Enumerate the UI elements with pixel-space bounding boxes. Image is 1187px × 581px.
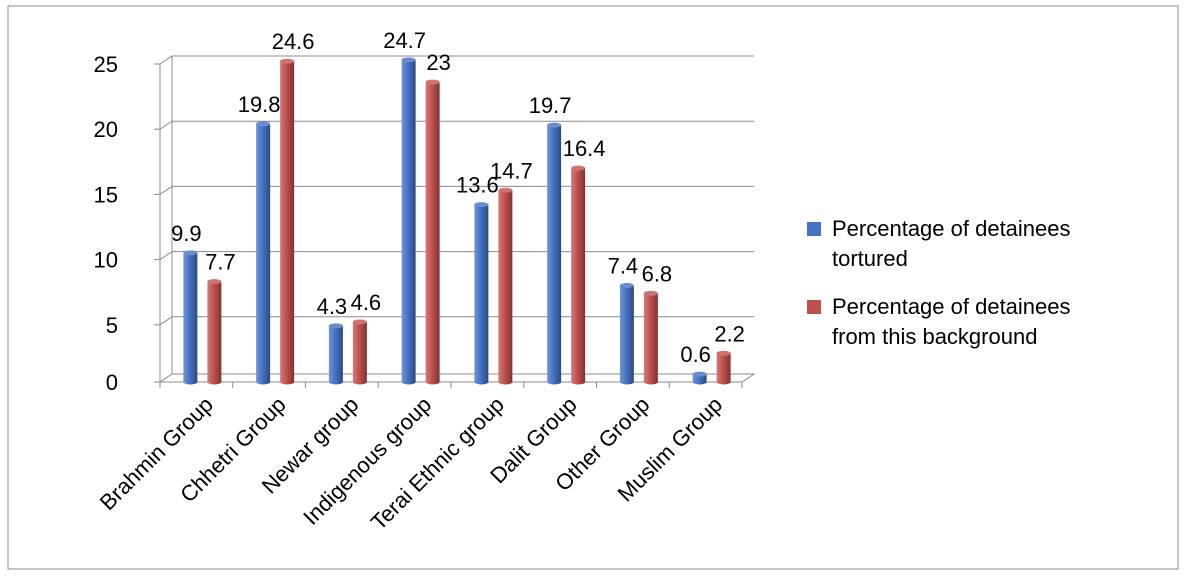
bar-top	[547, 122, 562, 128]
data-label: 16.4	[563, 136, 606, 161]
legend-swatch	[807, 222, 821, 236]
bar-top	[401, 57, 416, 63]
bar-top	[328, 323, 343, 329]
bar-body	[474, 204, 489, 385]
bar-top	[571, 165, 586, 171]
bar-background-6	[643, 290, 658, 385]
bar-tortured-1	[256, 121, 271, 385]
bar-body	[692, 374, 707, 385]
data-label: 19.7	[529, 93, 572, 118]
bar-body	[280, 61, 295, 385]
data-label: 7.4	[608, 254, 639, 279]
bar-tortured-5	[547, 122, 562, 385]
bar-background-2	[352, 319, 367, 385]
y-axis-ticks: 0 5 10 15 20 25	[94, 52, 160, 395]
legend-label: tortured	[832, 246, 908, 271]
data-label: 19.8	[238, 92, 281, 117]
data-label: 0.6	[680, 342, 711, 367]
bar-body	[643, 293, 658, 385]
data-label: 4.6	[351, 290, 382, 315]
gridline	[159, 55, 754, 65]
y-tick-label: 15	[94, 182, 118, 207]
legend-label: from this background	[832, 324, 1037, 349]
bar-top	[474, 202, 489, 208]
data-label: 14.7	[490, 158, 533, 183]
bar-top	[280, 58, 295, 64]
bar-background-1	[280, 58, 295, 385]
y-tick-label: 0	[106, 370, 118, 395]
bar-top	[256, 121, 271, 127]
bar-body	[425, 82, 440, 385]
bar-tortured-4	[474, 202, 489, 385]
data-label: 4.3	[317, 294, 348, 319]
bar-body	[547, 125, 562, 385]
bar-top	[352, 319, 367, 325]
data-label: 24.6	[272, 29, 315, 54]
plot-floor	[158, 373, 756, 383]
bar-background-7	[716, 350, 731, 385]
data-labels: 9.97.7 19.8 24.6 4.3 4.6 24.723 13.614.7 19.7 16…	[171, 28, 745, 367]
legend-swatch	[807, 300, 821, 314]
bar-top	[692, 371, 707, 377]
bar-tortured-7	[692, 371, 707, 385]
data-label: 24.7	[383, 28, 426, 53]
chart-border	[7, 5, 1179, 570]
bar-body	[328, 325, 343, 385]
legend-label: Percentage of detainees	[832, 216, 1071, 241]
bar-top	[183, 250, 198, 256]
bar-tortured-3	[401, 57, 416, 385]
gridline	[159, 120, 754, 130]
data-label: 23	[426, 50, 450, 75]
bar-background-0	[207, 279, 222, 385]
bar-body	[619, 285, 634, 385]
bar-body	[207, 281, 222, 385]
bar-tortured-6	[619, 283, 634, 385]
data-label: 2.2	[714, 321, 745, 346]
bar-body	[716, 353, 731, 385]
bar-top	[207, 279, 222, 285]
bar-background-3	[425, 79, 440, 385]
legend: Percentage of detainees tortured Percentag…	[807, 216, 1071, 349]
bar-top	[619, 283, 634, 289]
bar-tortured-2	[328, 323, 343, 385]
data-label: 13.6	[456, 173, 499, 198]
bar-top	[643, 290, 658, 296]
data-label: 9.9	[171, 221, 202, 246]
bar-background-4	[498, 187, 513, 385]
bars	[183, 57, 731, 385]
data-label: 7.7	[205, 250, 236, 275]
legend-label: Percentage of detainees	[832, 294, 1071, 319]
bar-background-5	[571, 165, 586, 385]
bar-body	[256, 123, 271, 385]
y-tick-label: 10	[94, 248, 118, 273]
bar-top	[425, 79, 440, 85]
bar-body	[352, 322, 367, 385]
bar-body	[571, 168, 586, 385]
bar-tortured-0	[183, 250, 198, 385]
bar-body	[183, 252, 198, 385]
data-label: 6.8	[642, 261, 673, 286]
bar-body	[401, 59, 416, 385]
bar-top	[498, 187, 513, 193]
bar-top	[716, 350, 731, 356]
bar-body	[498, 190, 513, 385]
y-tick-label: 5	[106, 313, 118, 338]
y-tick-label: 20	[94, 117, 118, 142]
y-tick-label: 25	[94, 52, 118, 77]
